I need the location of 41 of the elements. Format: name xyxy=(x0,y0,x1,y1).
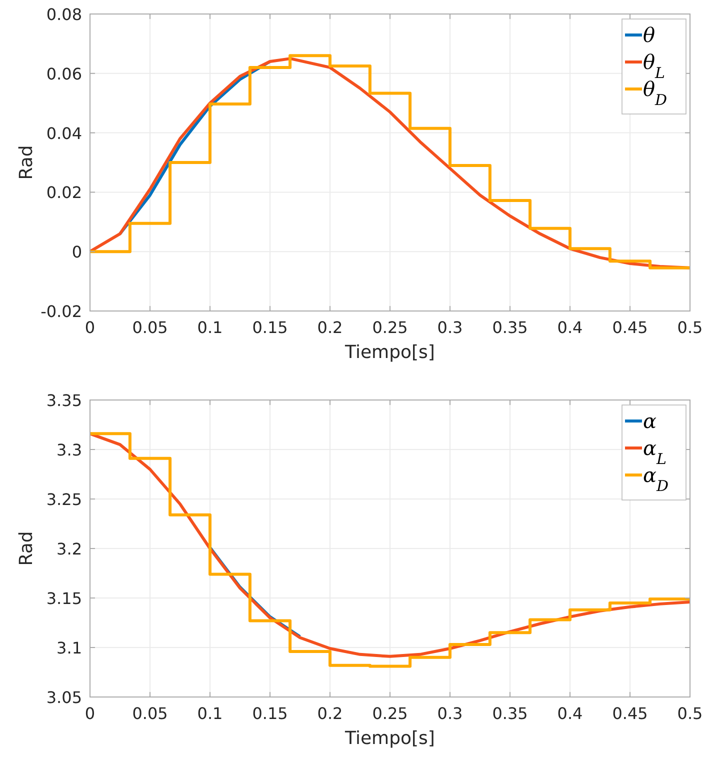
x-tick-label: 0.35 xyxy=(492,704,528,723)
y-tick-label: 3.25 xyxy=(46,490,82,509)
x-tick-label: 0.4 xyxy=(557,704,583,723)
legend-label: α xyxy=(643,409,657,433)
y-tick-label: 3.2 xyxy=(56,540,82,558)
x-tick-label: 0.45 xyxy=(612,318,648,337)
y-tick-label: 0 xyxy=(72,242,82,262)
x-tick-label: 0 xyxy=(84,704,96,723)
x-tick-label: 0.25 xyxy=(372,318,408,337)
y-tick-label: -0.02 xyxy=(40,302,82,321)
x-tick-label: 0 xyxy=(84,318,96,337)
x-tick-label: 0.2 xyxy=(317,704,343,723)
x-tick-label: 0.15 xyxy=(252,704,288,723)
y-tick-label: 3.35 xyxy=(46,391,82,410)
x-axis-title: Tiempo[s] xyxy=(344,728,435,749)
y-tick-label: 3.15 xyxy=(46,589,82,608)
y-tick-label: 0.04 xyxy=(46,124,82,143)
x-tick-label: 0.1 xyxy=(197,704,223,723)
x-tick-label: 0.2 xyxy=(317,318,343,337)
x-tick-label: 0.15 xyxy=(252,318,288,337)
y-axis-title: Rad xyxy=(16,531,37,566)
x-tick-label: 0.45 xyxy=(612,704,648,723)
y-axis-title: Rad xyxy=(16,145,37,180)
x-axis-title: Tiempo[s] xyxy=(344,342,435,363)
x-tick-label: 0.5 xyxy=(677,704,703,723)
x-tick-label: 0.3 xyxy=(437,318,463,337)
x-tick-label: 0.25 xyxy=(372,704,408,723)
x-tick-label: 0.05 xyxy=(132,318,168,337)
x-tick-label: 0.4 xyxy=(557,318,583,337)
x-tick-label: 0.5 xyxy=(677,318,703,337)
x-tick-label: 0.1 xyxy=(197,318,223,337)
y-tick-label: 3.1 xyxy=(56,638,82,658)
y-tick-label: 0.08 xyxy=(46,5,82,24)
y-tick-label: 3.05 xyxy=(46,688,82,707)
legend-label: θ xyxy=(643,23,656,47)
y-tick-label: 0.02 xyxy=(46,183,82,202)
x-tick-label: 0.05 xyxy=(132,704,168,723)
x-tick-label: 0.35 xyxy=(492,318,528,337)
y-tick-label: 0.06 xyxy=(46,64,82,84)
y-tick-label: 3.3 xyxy=(56,440,82,460)
x-tick-label: 0.3 xyxy=(437,704,463,723)
